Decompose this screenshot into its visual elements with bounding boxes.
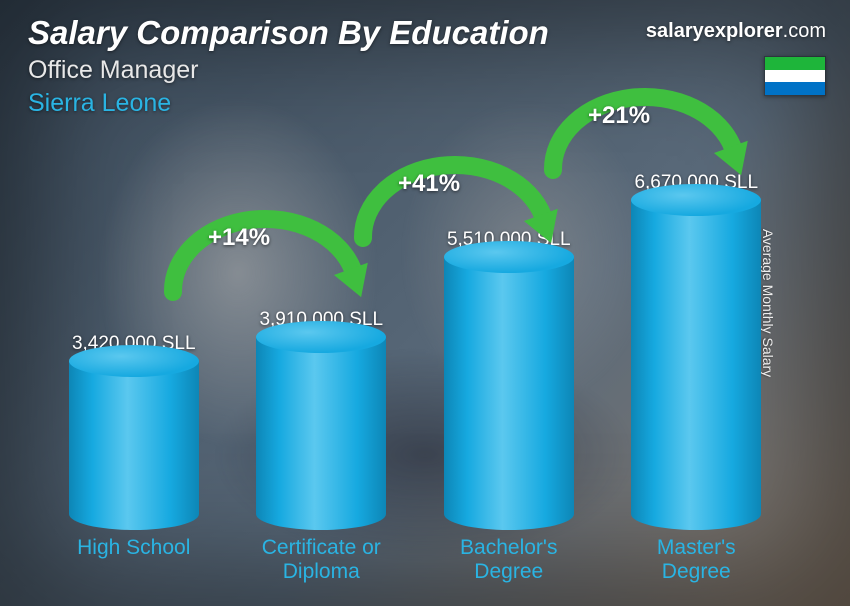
flag-stripe-3 [765,82,825,95]
x-label-0: High School [40,536,228,588]
x-label-3: Master'sDegree [603,536,791,588]
bar-chart: 3,420,000 SLL3,910,000 SLL5,510,000 SLL6… [40,140,790,588]
bar-body-1 [256,337,386,530]
bar-body-3 [631,200,761,530]
bar-top-1 [256,321,386,353]
bar-2: 5,510,000 SLL [415,229,603,530]
increase-label-2: +21% [588,102,650,130]
x-labels: High SchoolCertificate orDiplomaBachelor… [40,536,790,588]
increase-label-0: +14% [208,224,270,252]
bar-3: 6,670,000 SLL [603,172,791,530]
site-tld: .com [783,20,826,42]
bar-body-0 [69,361,199,530]
country-flag [764,56,826,96]
flag-stripe-2 [765,70,825,83]
bar-top-2 [444,241,574,273]
bar-shape-0 [69,361,199,530]
site-watermark: salaryexplorer.com [646,20,826,43]
bar-shape-1 [256,337,386,530]
flag-stripe-1 [765,57,825,70]
bar-shape-3 [631,200,761,530]
bar-1: 3,910,000 SLL [228,309,416,530]
bar-shape-2 [444,257,574,530]
chart-subtitle: Office Manager [28,56,830,85]
increase-label-1: +41% [398,170,460,198]
bar-top-0 [69,345,199,377]
chart-country: Sierra Leone [28,89,830,118]
bar-0: 3,420,000 SLL [40,333,228,530]
bar-top-3 [631,184,761,216]
x-label-2: Bachelor'sDegree [415,536,603,588]
bar-body-2 [444,257,574,530]
site-name: salaryexplorer [646,20,783,42]
bars-container: 3,420,000 SLL3,910,000 SLL5,510,000 SLL6… [40,140,790,530]
x-label-1: Certificate orDiploma [228,536,416,588]
